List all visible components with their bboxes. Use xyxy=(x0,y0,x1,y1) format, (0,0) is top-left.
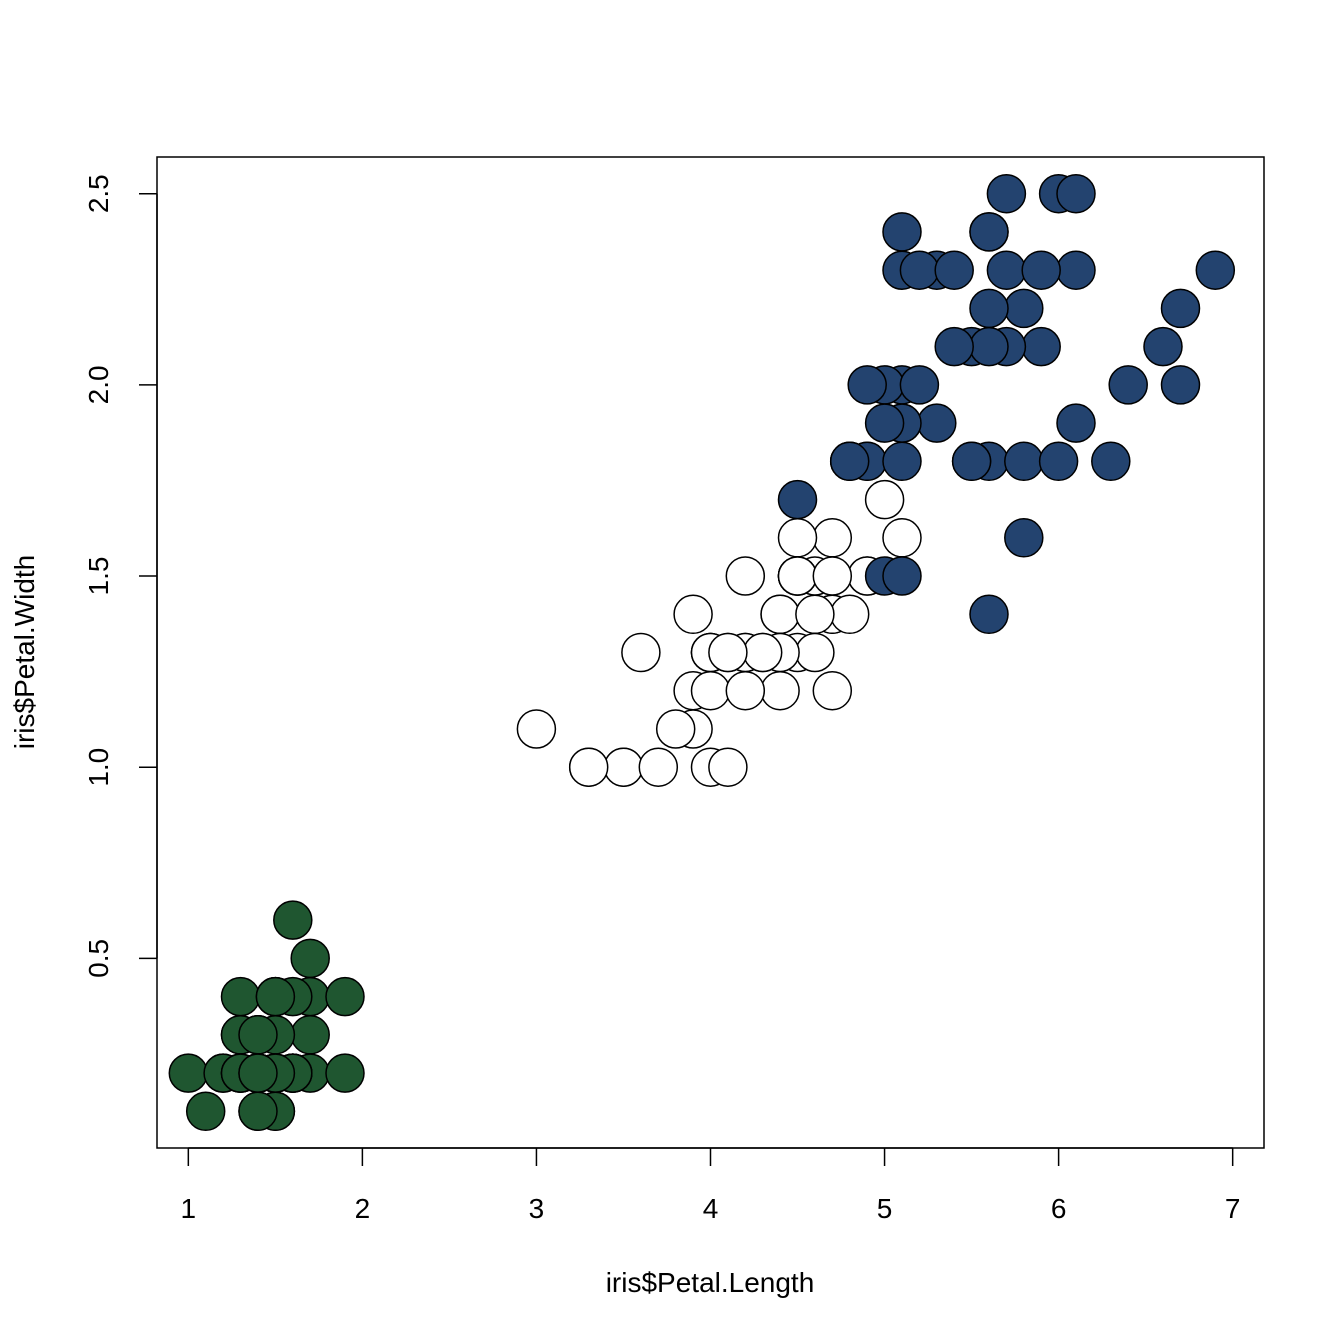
data-point xyxy=(899,250,940,290)
data-point xyxy=(812,670,853,711)
data-point xyxy=(238,1053,278,1093)
data-point xyxy=(882,212,922,252)
x-tick-label: 6 xyxy=(1051,1193,1067,1224)
data-point xyxy=(725,556,766,596)
data-point xyxy=(1108,365,1148,405)
y-axis-label: iris$Petal.Width xyxy=(9,555,40,750)
data-point xyxy=(673,594,713,635)
x-tick-label: 1 xyxy=(181,1193,197,1224)
data-point xyxy=(325,976,365,1017)
data-point xyxy=(777,556,818,596)
data-point xyxy=(708,747,748,787)
data-point xyxy=(951,441,992,482)
data-point xyxy=(812,556,853,596)
data-point xyxy=(899,365,940,405)
data-point xyxy=(725,670,766,711)
y-tick-label: 1.0 xyxy=(83,748,114,787)
data-point xyxy=(603,747,644,787)
data-point xyxy=(290,1015,330,1055)
data-point xyxy=(829,594,870,635)
data-point xyxy=(1091,441,1131,482)
x-axis-label: iris$Petal.Length xyxy=(606,1267,815,1298)
data-point xyxy=(742,632,783,673)
data-point xyxy=(969,326,1009,367)
data-point xyxy=(882,556,922,596)
data-point xyxy=(986,173,1027,214)
data-point xyxy=(325,1053,365,1093)
data-point xyxy=(812,518,853,558)
x-axis: 1 2 3 4 5 6 7 xyxy=(181,1147,1241,1224)
data-point xyxy=(185,1091,226,1132)
data-point xyxy=(638,747,679,787)
x-tick-label: 3 xyxy=(529,1193,545,1224)
data-point xyxy=(882,518,922,558)
data-point xyxy=(568,747,609,787)
data-point xyxy=(882,441,922,482)
data-point xyxy=(969,288,1009,329)
y-tick-label: 2.5 xyxy=(83,174,114,213)
data-point xyxy=(777,518,818,558)
data-point xyxy=(1004,288,1044,329)
data-point xyxy=(1056,173,1096,214)
data-point xyxy=(255,976,296,1017)
y-tick-label: 2.0 xyxy=(83,365,114,404)
y-axis: 0.5 1.0 1.5 2.0 2.5 xyxy=(83,174,158,978)
data-point xyxy=(621,632,661,673)
data-point xyxy=(847,365,887,405)
data-point xyxy=(238,1091,278,1132)
data-point xyxy=(238,1015,278,1055)
data-point xyxy=(795,632,835,673)
x-tick-label: 2 xyxy=(355,1193,371,1224)
data-point xyxy=(1038,441,1079,482)
data-point xyxy=(273,900,313,940)
data-point xyxy=(864,403,905,443)
data-point xyxy=(760,594,800,635)
data-point xyxy=(516,709,557,749)
data-point xyxy=(1021,326,1061,367)
data-point xyxy=(220,976,261,1017)
x-tick-label: 7 xyxy=(1225,1193,1241,1224)
data-point xyxy=(986,250,1027,290)
y-tick-label: 1.5 xyxy=(83,557,114,596)
data-point xyxy=(168,1053,209,1093)
data-point xyxy=(917,403,957,443)
points-layer xyxy=(168,173,1236,1132)
data-point xyxy=(934,326,974,367)
data-point xyxy=(795,594,835,635)
data-point xyxy=(1160,365,1201,405)
data-point xyxy=(760,670,800,711)
data-point xyxy=(1004,441,1044,482)
data-point xyxy=(1004,518,1044,558)
data-point xyxy=(655,709,696,749)
data-point xyxy=(864,479,905,520)
data-point xyxy=(690,670,731,711)
data-point xyxy=(969,594,1009,635)
data-point xyxy=(777,479,818,520)
data-point xyxy=(969,212,1009,252)
y-tick-label: 0.5 xyxy=(83,939,114,978)
data-point xyxy=(1195,250,1236,290)
data-point xyxy=(1160,288,1201,329)
data-point xyxy=(708,632,748,673)
data-point xyxy=(1056,403,1096,443)
x-tick-label: 4 xyxy=(703,1193,719,1224)
data-point xyxy=(1021,250,1061,290)
data-point xyxy=(290,938,330,979)
data-point xyxy=(934,250,974,290)
data-point xyxy=(1143,326,1183,367)
data-point xyxy=(829,441,870,482)
data-point xyxy=(1056,250,1096,290)
x-tick-label: 5 xyxy=(877,1193,893,1224)
